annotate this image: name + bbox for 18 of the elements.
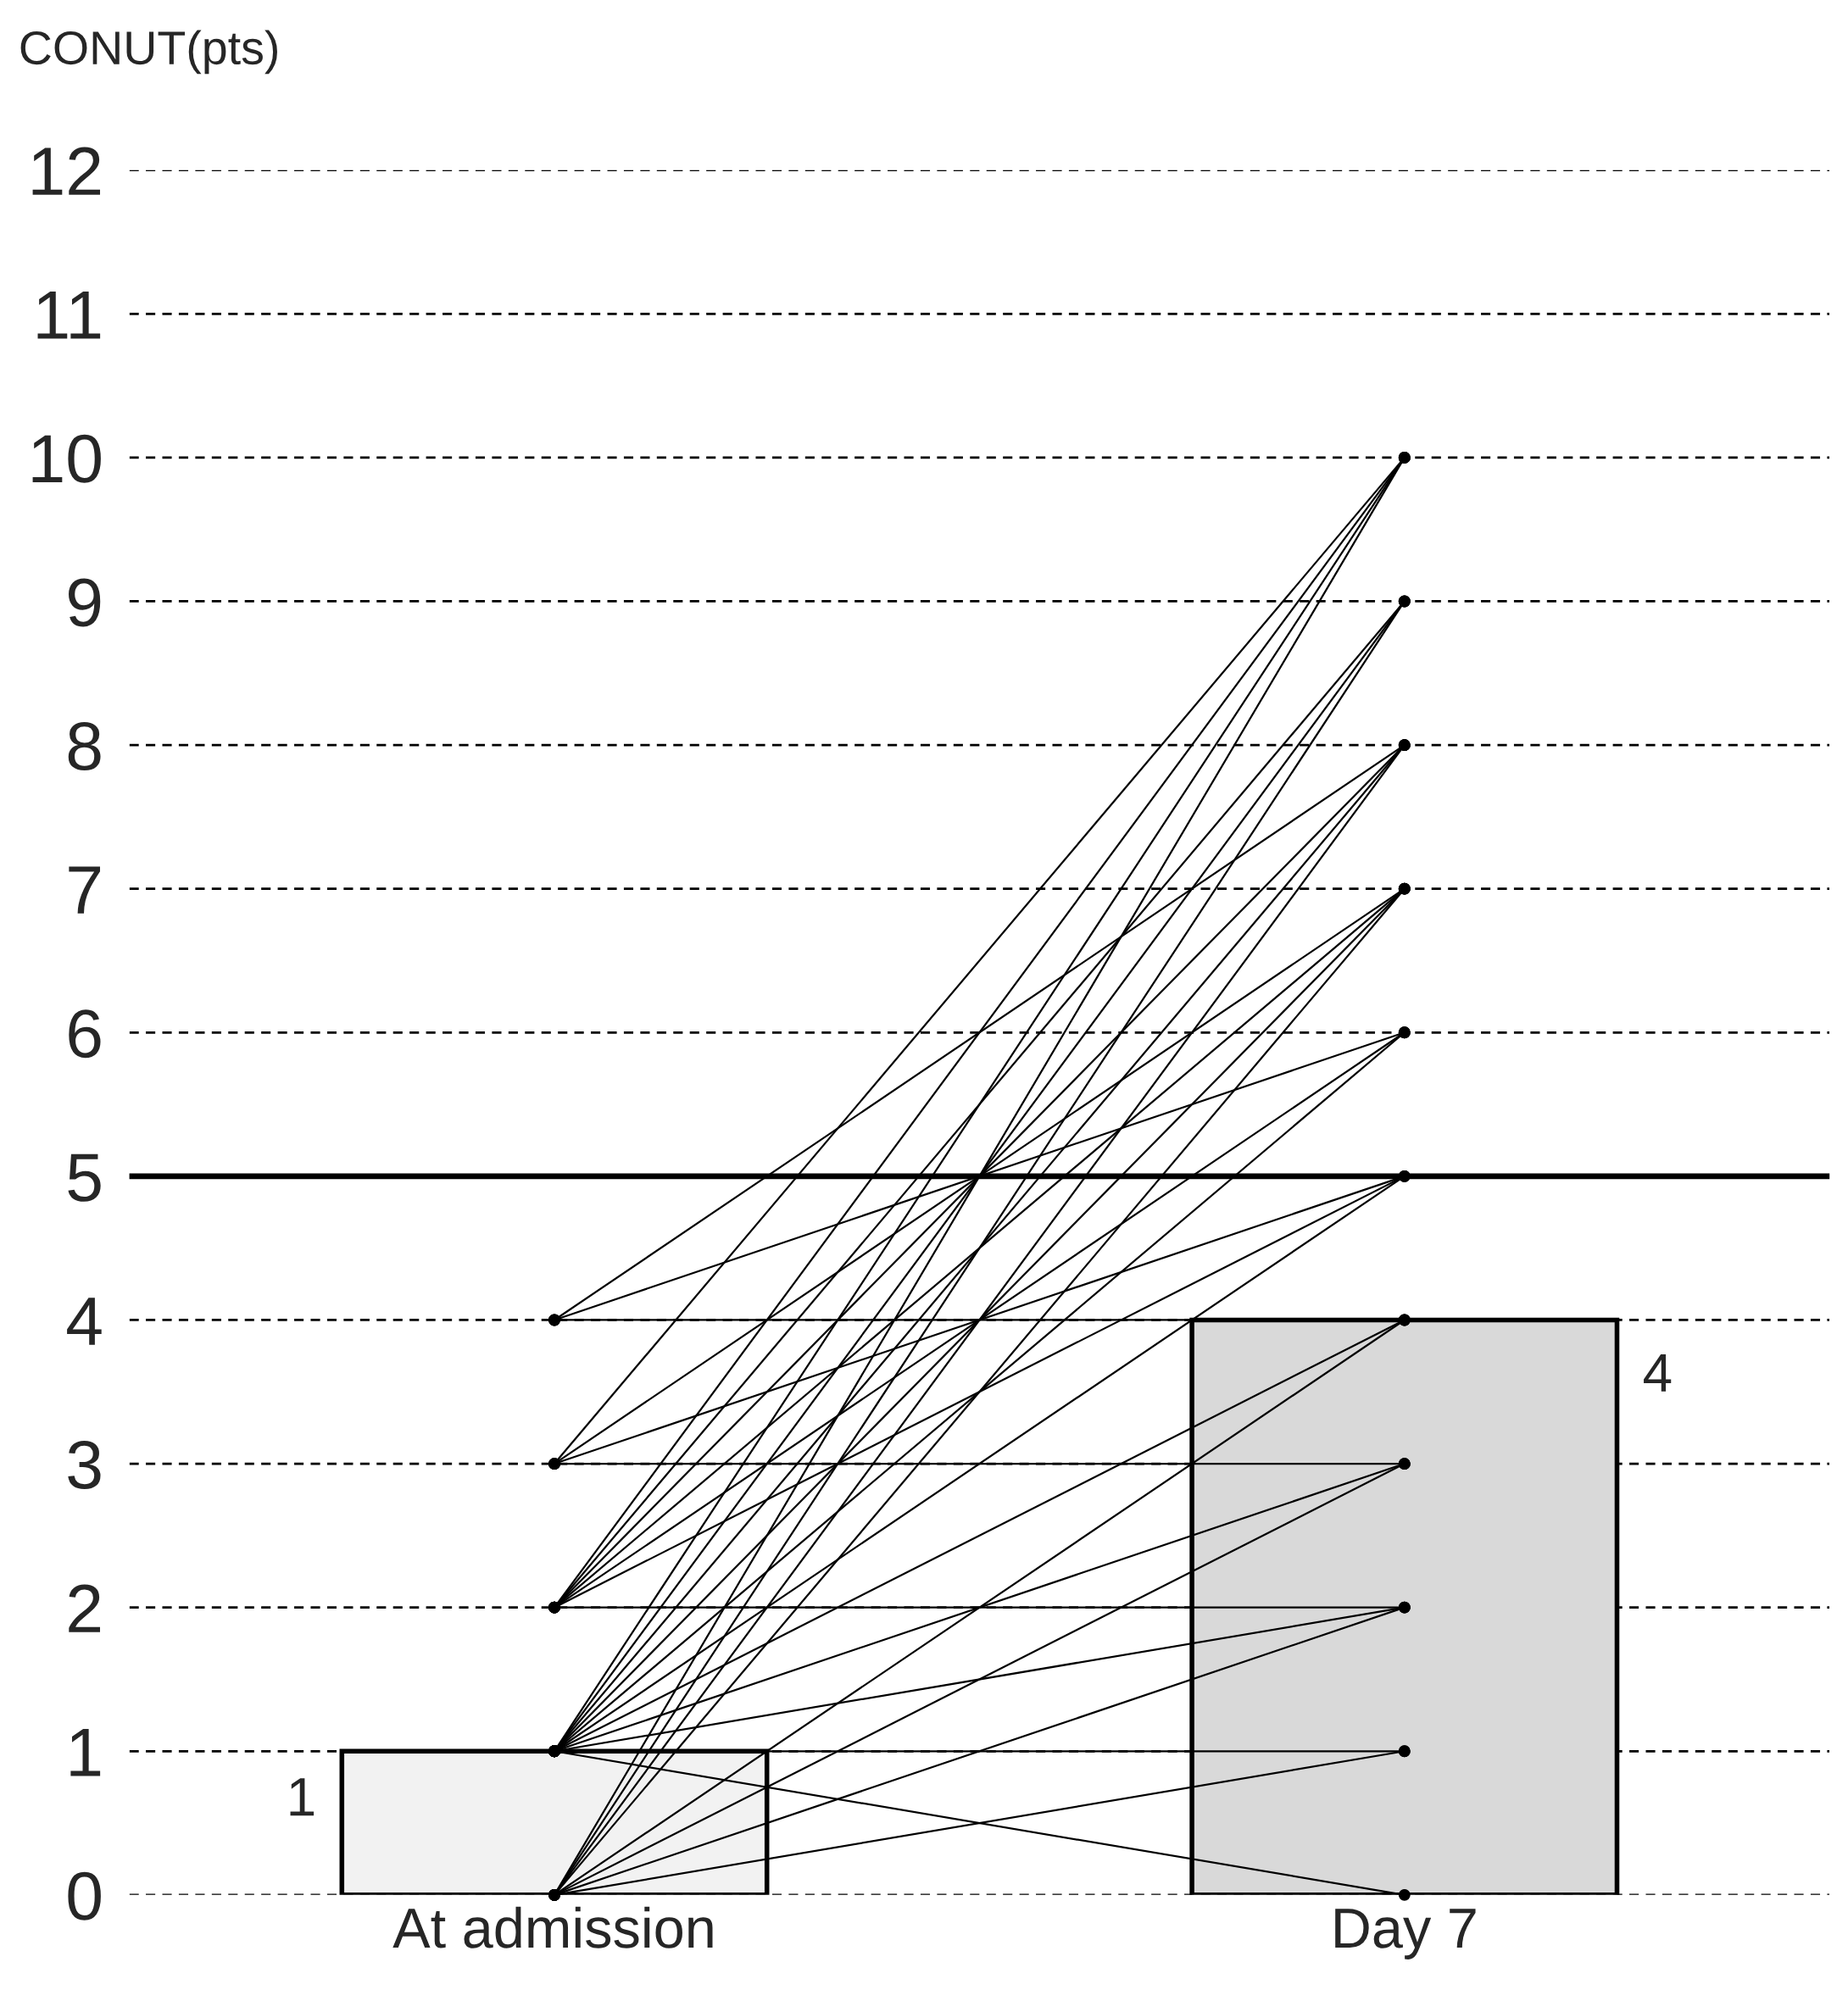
y-tick-label: 6 xyxy=(69,1009,101,1059)
y-tick-label: 4 xyxy=(67,1298,102,1345)
y-tick-label: 7 xyxy=(69,866,100,914)
x-tick-label: Day 7 xyxy=(1335,1909,1476,1959)
y-tick-label: 11 xyxy=(37,292,101,339)
data-label: 1 xyxy=(290,1778,314,1816)
y-axis-title: CONUT(pts) xyxy=(20,30,277,75)
y-tick-label: 8 xyxy=(68,722,101,771)
y-tick-label: 0 xyxy=(68,1871,101,1920)
y-tick-label: 2 xyxy=(69,1584,100,1632)
data-label: 4 xyxy=(1644,1353,1672,1392)
x-tick-label: At admission xyxy=(392,1906,713,1948)
y-tick-label: 5 xyxy=(68,1153,101,1202)
y-tick-label: 12 xyxy=(32,147,101,195)
y-tick-label: 9 xyxy=(69,578,101,627)
y-tick-label: 3 xyxy=(68,1441,101,1490)
y-tick-label: 1 xyxy=(70,1729,101,1776)
y-tick-label: 10 xyxy=(32,434,101,483)
